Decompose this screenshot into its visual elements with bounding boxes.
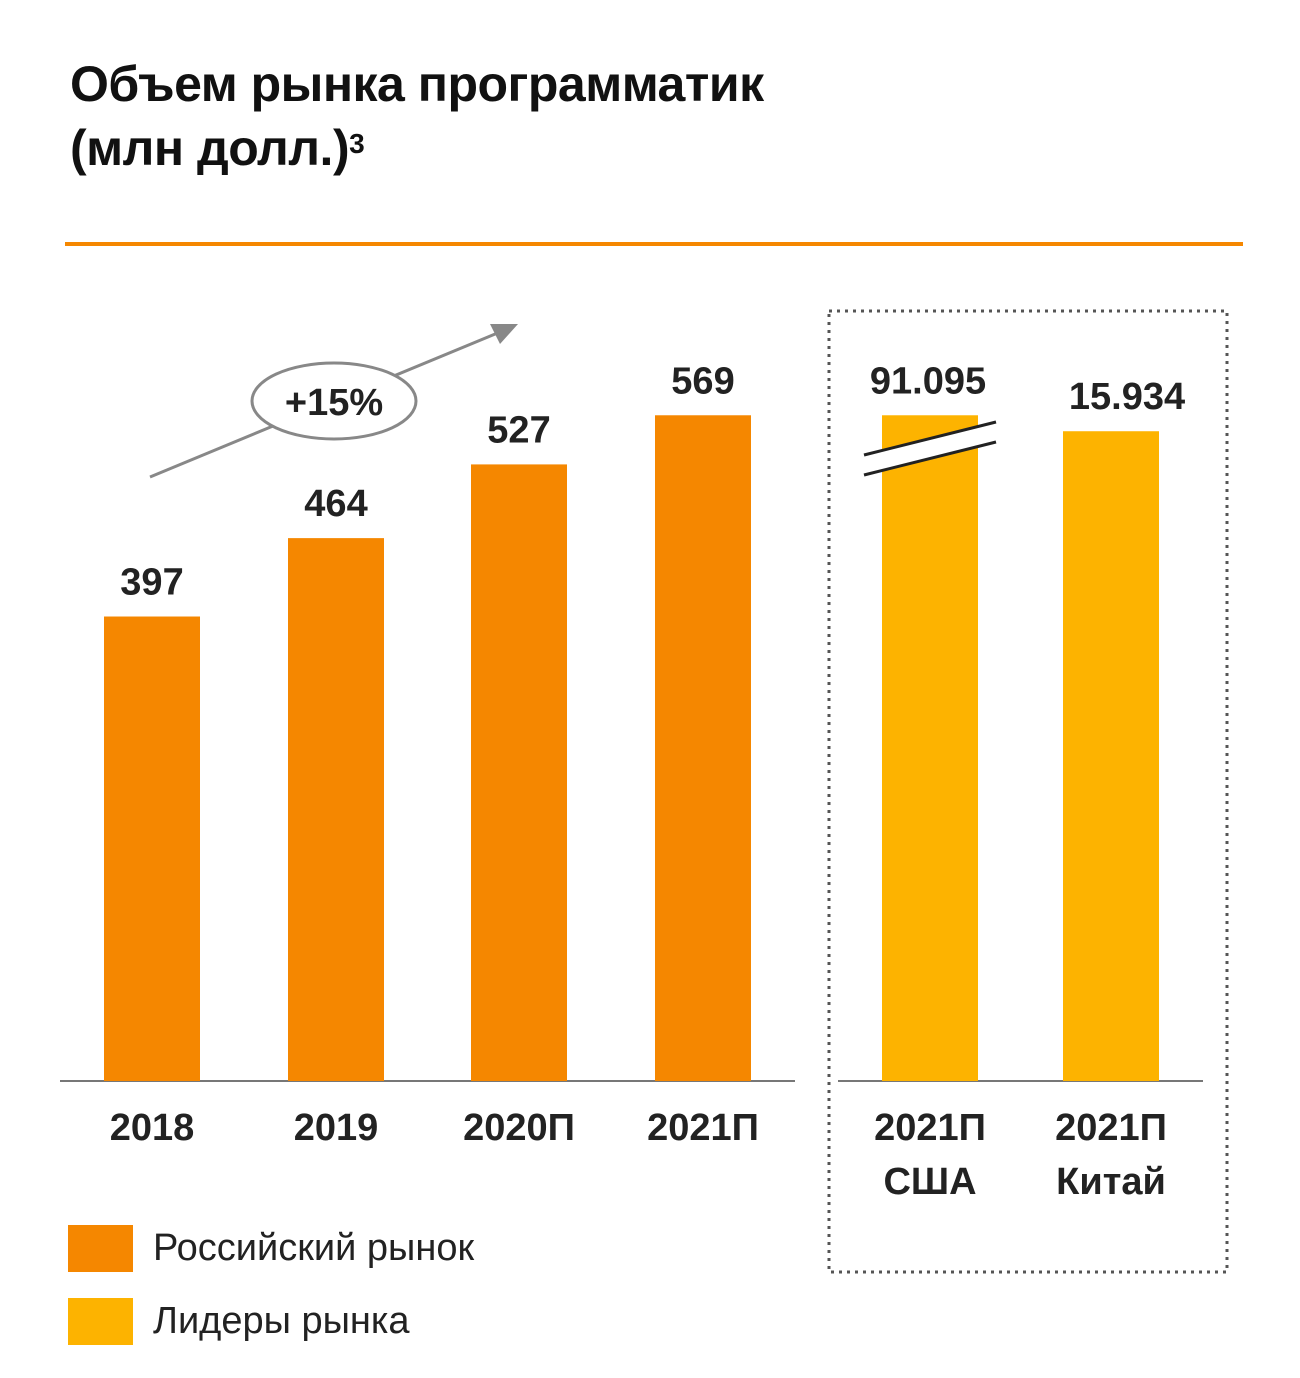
- legend-label-russia: Российский рынок: [153, 1227, 475, 1269]
- footnote-mark: 3: [349, 128, 365, 159]
- bar-russia-2018: [104, 616, 200, 1081]
- value-label: 527: [487, 409, 550, 451]
- x-tick-label: 2021П: [647, 1107, 759, 1149]
- bar-leaders-1: [1063, 431, 1159, 1081]
- x-tick-label: Китай: [1056, 1161, 1166, 1203]
- chart-title: Объем рынка программатик (млн долл.)3: [70, 52, 764, 180]
- x-tick-label: 2018: [110, 1107, 195, 1149]
- title-line-2: (млн долл.)3: [70, 120, 365, 176]
- arrowhead-icon: [490, 324, 518, 344]
- growth-badge: [250, 361, 418, 441]
- axis-break-line: [863, 420, 997, 457]
- value-label: 15.934: [1069, 376, 1185, 418]
- bar-russia-2019: [288, 538, 384, 1081]
- value-label: 91.095: [870, 360, 986, 402]
- axis-break-line: [863, 440, 997, 477]
- growth-label: +15%: [285, 382, 383, 424]
- x-tick-label: 2020П: [463, 1107, 575, 1149]
- title-rule: [65, 242, 1243, 246]
- value-label: 569: [671, 360, 734, 402]
- value-label: 397: [120, 562, 183, 604]
- axis-break-gap: [864, 422, 996, 475]
- legend-swatch-russia: [68, 1225, 133, 1272]
- title-line-1: Объем рынка программатик: [70, 56, 764, 112]
- legend-swatch-leaders: [68, 1298, 133, 1345]
- legend-label-leaders: Лидеры рынка: [153, 1300, 410, 1342]
- legend-item-leaders: Лидеры рынка: [68, 1298, 410, 1345]
- bar-russia-2021П: [655, 415, 751, 1081]
- value-label: 464: [304, 483, 367, 525]
- x-tick-label: США: [883, 1161, 976, 1203]
- x-tick-label: 2021П: [874, 1107, 986, 1149]
- legend-item-russia: Российский рынок: [68, 1225, 474, 1272]
- x-tick-label: 2019: [294, 1107, 379, 1149]
- bar-leaders-0: [882, 415, 978, 1081]
- bar-russia-2020П: [471, 464, 567, 1081]
- x-tick-label: 2021П: [1055, 1107, 1167, 1149]
